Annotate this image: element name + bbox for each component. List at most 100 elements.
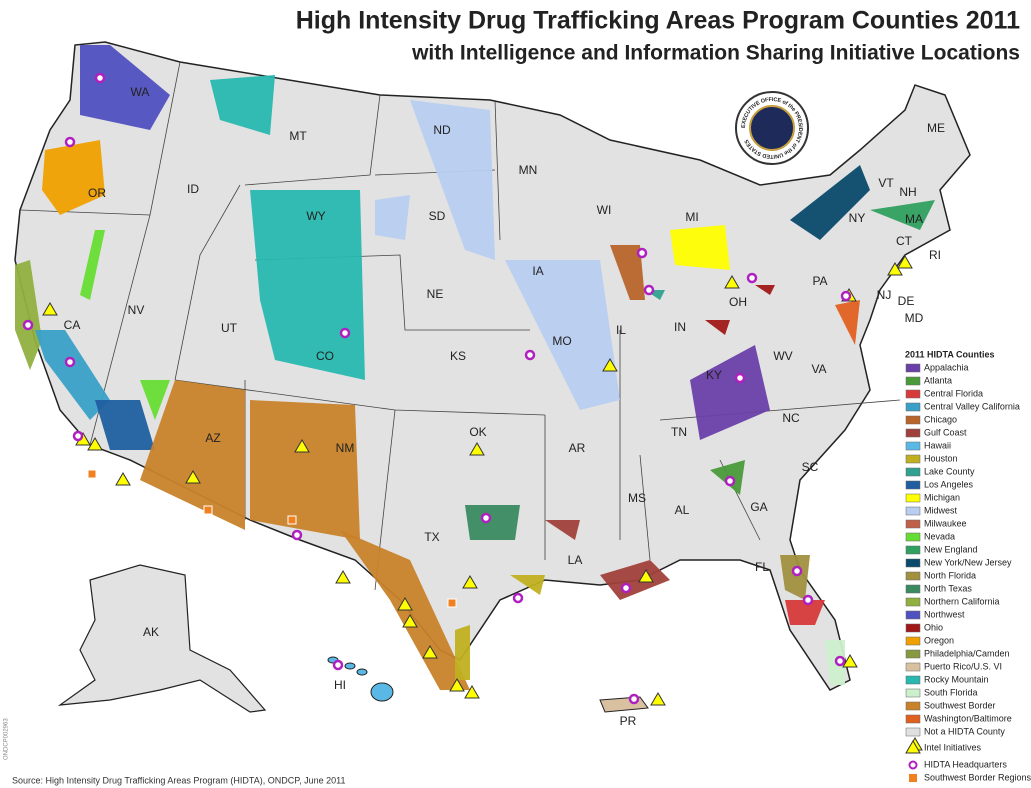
hq-marker <box>791 565 803 577</box>
state-label: TN <box>671 425 687 439</box>
legend-swatch <box>905 714 921 724</box>
hq-marker <box>512 592 524 604</box>
legend-swatch <box>905 441 921 451</box>
intel-marker <box>650 692 666 706</box>
legend-label: Atlanta <box>924 375 952 385</box>
intel-marker <box>462 575 478 589</box>
hidta-region <box>465 505 520 540</box>
state-label: MS <box>628 491 646 505</box>
legend-symbol <box>909 774 917 782</box>
state-label: ID <box>187 182 199 196</box>
hq-marker <box>22 319 34 331</box>
intel-marker <box>897 255 913 269</box>
state-label: NV <box>128 303 145 317</box>
hidta-region <box>140 380 245 530</box>
state-label: IN <box>674 320 686 334</box>
hq-marker <box>746 272 758 284</box>
hq-marker <box>620 582 632 594</box>
state-label: AR <box>569 441 586 455</box>
legend-swatch <box>905 506 921 516</box>
hq-marker <box>840 290 852 302</box>
hidta-region <box>140 380 170 420</box>
intel-marker <box>469 442 485 456</box>
legend-label: Lake County <box>924 466 975 476</box>
hidta-region <box>80 230 105 300</box>
hidta-region <box>410 100 495 260</box>
hawaii <box>327 656 394 702</box>
swb-marker <box>203 505 213 515</box>
state-label: UT <box>221 321 238 335</box>
legend-label: Gulf Coast <box>924 427 967 437</box>
state-label: OK <box>469 425 486 439</box>
legend-swatch <box>905 467 921 477</box>
intel-marker <box>294 439 310 453</box>
hidta-region <box>785 600 825 625</box>
state-label: MD <box>905 311 924 325</box>
intel-marker <box>87 437 103 451</box>
hq-marker <box>72 430 84 442</box>
legend-label: Puerto Rico/U.S. VI <box>924 661 1002 671</box>
hidta-region <box>610 245 645 300</box>
state-label: PA <box>812 274 827 288</box>
state-borders <box>19 61 901 591</box>
legend-label: Central Florida <box>924 388 983 398</box>
legend-swatch <box>905 584 921 594</box>
hq-marker <box>834 655 846 667</box>
legend-label: Appalachia <box>924 362 969 372</box>
legend-label: Not a HIDTA County <box>924 726 1005 736</box>
state-label: MO <box>552 334 571 348</box>
hq-marker <box>64 356 76 368</box>
hq-marker <box>643 284 655 296</box>
legend-label: Hawaii <box>924 440 951 450</box>
hidta-region <box>210 75 275 135</box>
doc-id: ONDCP002963 <box>4 718 10 760</box>
hidta-region <box>455 625 470 680</box>
hq-marker <box>628 693 640 705</box>
state-label: NJ <box>877 288 892 302</box>
legend-swatch <box>905 519 921 529</box>
state-label: VT <box>878 176 894 190</box>
state-label: CA <box>64 318 81 332</box>
state-label: ME <box>927 121 945 135</box>
hidta-region <box>42 140 105 215</box>
state-label: MT <box>289 129 307 143</box>
intel-marker <box>638 569 654 583</box>
legend-label: New England <box>924 544 978 554</box>
legend-label: Oregon <box>924 635 954 645</box>
legend-label: Nevada <box>924 531 955 541</box>
state-label: OR <box>88 186 106 200</box>
legend-title: 2011 HIDTA Counties <box>905 349 995 359</box>
legend-swatch <box>905 493 921 503</box>
hq-marker <box>94 72 106 84</box>
intel-marker <box>724 275 740 289</box>
subtitle: with Intelligence and Information Sharin… <box>411 42 1020 65</box>
legend-swatch <box>905 662 921 672</box>
legend-symbol-label: Southwest Border Regions <box>924 772 1031 782</box>
state-label: WV <box>773 349 792 363</box>
state-label: AZ <box>205 431 220 445</box>
legend-label: Central Valley California <box>924 401 1020 411</box>
markers <box>22 72 923 751</box>
legend-swatch <box>905 610 921 620</box>
legend-swatch <box>905 701 921 711</box>
hidta-region <box>670 225 730 270</box>
puerto-rico <box>599 696 649 713</box>
hq-marker <box>291 529 303 541</box>
hidta-region <box>95 400 155 450</box>
state-label: MA <box>905 212 923 226</box>
seal: EXECUTIVE OFFICE of the PRESIDENT of the… <box>735 91 809 165</box>
legend-swatch <box>905 480 921 490</box>
hq-marker <box>332 659 344 671</box>
state-label: KS <box>450 349 466 363</box>
legend: Appalachia Atlanta Central Florida Central … <box>905 362 1031 782</box>
legend-swatch <box>905 363 921 373</box>
intel-marker <box>842 654 858 668</box>
intel-marker <box>464 685 480 699</box>
state-label: MN <box>519 163 538 177</box>
hidta-region <box>835 300 860 345</box>
hidta-region <box>80 45 170 130</box>
state-label: AL <box>675 503 690 517</box>
legend-label: Rocky Mountain <box>924 674 989 684</box>
legend-label: Midwest <box>924 505 958 515</box>
hq-marker <box>734 372 746 384</box>
